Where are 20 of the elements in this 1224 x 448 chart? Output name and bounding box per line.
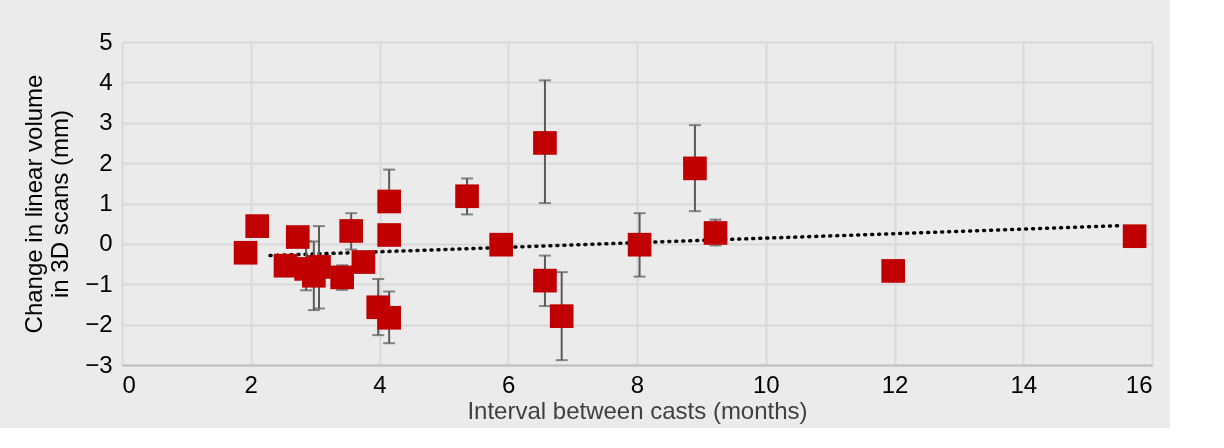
y-tick-label: 3 — [99, 108, 113, 136]
y-tick-label: 5 — [99, 27, 113, 55]
x-axis-title: Interval between casts (months) — [467, 396, 808, 424]
x-tick-label: 8 — [630, 370, 645, 398]
y-tick-label: −1 — [85, 269, 113, 297]
y-tick-label: 0 — [99, 229, 113, 257]
x-tick-label: 14 — [1010, 370, 1038, 398]
x-tick-label: 2 — [244, 370, 258, 398]
x-tick-label: 4 — [373, 370, 387, 398]
x-tick-label: 6 — [502, 370, 516, 398]
x-tick-label: 0 — [122, 370, 136, 398]
x-tick-label: 12 — [881, 370, 909, 398]
y-tick-label: 2 — [99, 148, 113, 176]
y-tick-label: −3 — [85, 350, 113, 378]
y-tick-label: 4 — [99, 67, 113, 95]
y-tick-label: −2 — [85, 310, 113, 338]
y-tick-label: 1 — [99, 189, 113, 216]
x-tick-label: 10 — [752, 370, 780, 398]
x-tick-label: 16 — [1125, 370, 1153, 398]
y-axis-title: Change in linear volume in 3D scans (mm) — [20, 74, 74, 334]
